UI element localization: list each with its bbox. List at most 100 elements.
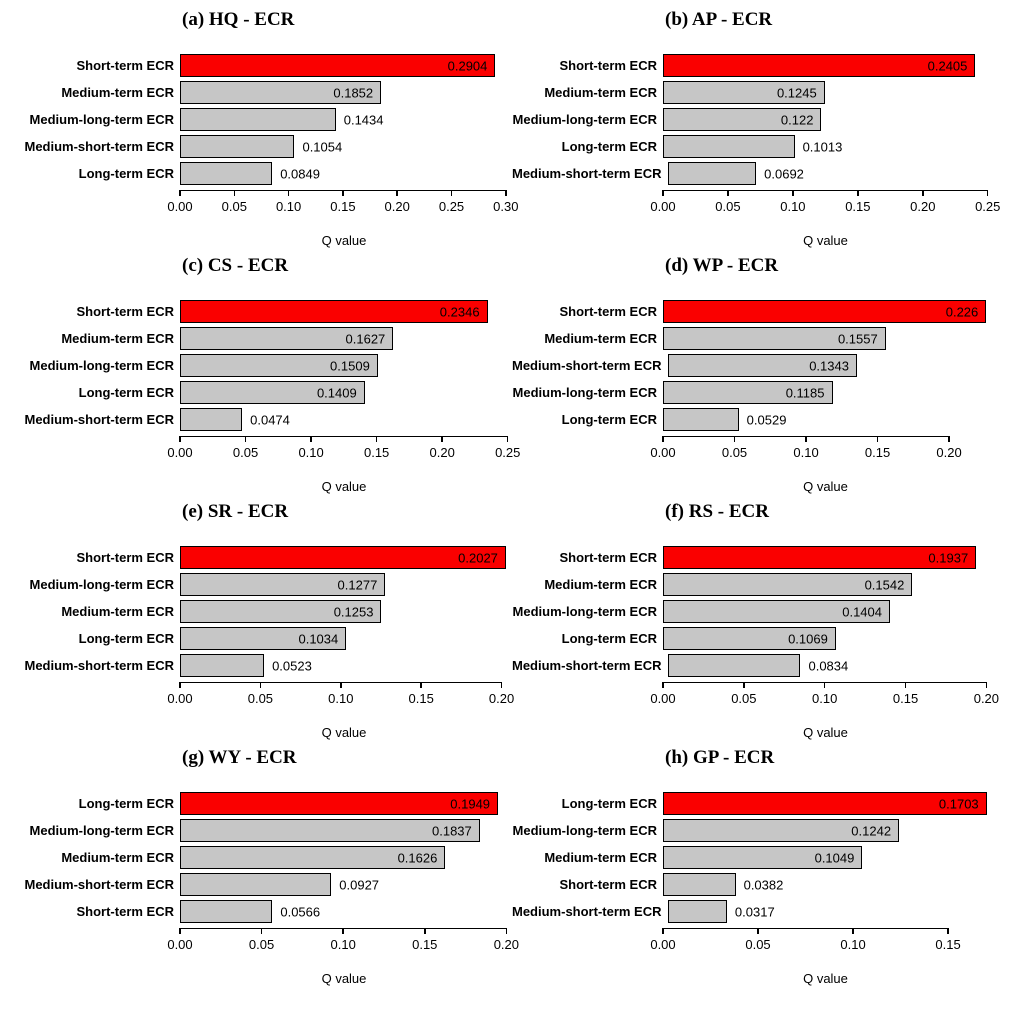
- category-label: Medium-long-term ECR: [0, 577, 180, 592]
- category-label-text: Medium-short-term ECR: [512, 904, 662, 919]
- category-label-text: Medium-short-term ECR: [512, 166, 662, 181]
- x-axis-tick: [922, 190, 924, 196]
- x-axis-tick-label: 0.20: [429, 445, 455, 460]
- x-axis-title-area: Q value: [663, 233, 988, 248]
- x-axis: 0.00 0.05 0.10 0.15 0.20 0.25: [0, 436, 520, 472]
- panel-c: (c) CS - ECR Short-term ECR 0.2346 Medium-t…: [0, 246, 520, 494]
- x-axis-title: Q value: [803, 233, 848, 248]
- category-label: Medium-term ECR: [512, 331, 663, 346]
- category-label-text: Medium-long-term ECR: [29, 358, 174, 373]
- category-label: Medium-short-term ECR: [0, 877, 180, 892]
- x-axis-tick-label: 0.15: [892, 691, 919, 706]
- bar-row-short-term-ecr: Short-term ECR 0.2904: [0, 54, 512, 77]
- x-axis-tick-label: 0.05: [715, 199, 741, 214]
- category-label: Medium-term ECR: [0, 331, 180, 346]
- axis-spacer: [0, 190, 180, 226]
- value-label: 0.0317: [734, 904, 775, 919]
- bar-row-medium-long-term-ecr: Medium-long-term ECR 0.1434: [0, 108, 512, 131]
- bar: 0.1069: [663, 627, 836, 650]
- bar: [663, 408, 739, 431]
- bar: 0.1837: [180, 819, 480, 842]
- value-label: 0.1557: [837, 331, 878, 346]
- axis-spacer: [0, 436, 180, 472]
- category-label-text: Medium-long-term ECR: [512, 112, 657, 127]
- category-label: Medium-long-term ECR: [512, 112, 663, 127]
- bar-row-medium-term-ecr: Medium-term ECR 0.1626: [0, 846, 512, 869]
- category-label-text: Long-term ECR: [78, 166, 174, 181]
- bar-row-medium-term-ecr: Medium-term ECR 0.1253: [0, 600, 512, 623]
- panel-title-g: (g) WY - ECR: [182, 747, 297, 768]
- bar-area: 0.1627: [180, 327, 508, 350]
- category-label: Medium-term ECR: [512, 850, 663, 865]
- x-axis-tick-label: 0.05: [248, 937, 275, 952]
- axis-spacer: [512, 436, 663, 472]
- bar-area: 0.2346: [180, 300, 508, 323]
- category-label: Long-term ECR: [512, 412, 663, 427]
- bar-area: 0.0317: [667, 900, 988, 923]
- x-axis-tick-label: 0.05: [247, 691, 274, 706]
- bar: 0.1277: [180, 573, 386, 596]
- x-axis-tick: [441, 436, 443, 442]
- x-axis-tick-label: 0.00: [650, 937, 676, 952]
- category-label-text: Medium-short-term ECR: [24, 139, 174, 154]
- x-axis-area: 0.00 0.05 0.10 0.15 0.20: [650, 436, 988, 472]
- bar-area: 0.1343: [667, 354, 988, 377]
- bar-row-short-term-ecr: Short-term ECR 0.2346: [0, 300, 512, 323]
- x-axis-title-row: Q value: [0, 971, 512, 986]
- category-label: Medium-long-term ECR: [512, 604, 663, 619]
- value-label: 0.1253: [333, 604, 374, 619]
- value-label: 0.0523: [272, 658, 312, 673]
- x-axis-title-area: Q value: [663, 971, 988, 986]
- panel-h: (h) GP - ECR Long-term ECR 0.1703 Medium-lo…: [512, 738, 1024, 1016]
- bar-area: 0.1937: [663, 546, 988, 569]
- bar-area: 0.1557: [663, 327, 988, 350]
- bar-area: 0.0523: [180, 654, 508, 677]
- bar: 0.1245: [663, 81, 825, 104]
- x-axis-tick: [505, 928, 508, 934]
- x-axis-title-area: Q value: [180, 725, 508, 740]
- bar-row-medium-long-term-ecr: Medium-long-term ECR 0.1185: [512, 381, 1024, 404]
- value-label: 0.0927: [339, 877, 380, 892]
- axis-spacer: [512, 971, 663, 986]
- category-label-text: Medium-term ECR: [61, 604, 174, 619]
- x-axis-title-area: Q value: [180, 479, 508, 494]
- bar-row-medium-short-term-ecr: Medium-short-term ECR 0.0692: [512, 162, 1024, 185]
- bar-area: 0.1034: [180, 627, 508, 650]
- category-label-text: Long-term ECR: [561, 139, 657, 154]
- bar-row-medium-term-ecr: Medium-term ECR 0.1852: [0, 81, 512, 104]
- category-label: Short-term ECR: [512, 58, 663, 73]
- x-axis-tick: [342, 190, 344, 196]
- x-axis-tick: [662, 190, 664, 196]
- x-axis-tick: [179, 928, 181, 934]
- category-label-text: Medium-term ECR: [61, 85, 174, 100]
- bar: 0.1404: [663, 600, 890, 623]
- x-axis-tick: [233, 190, 236, 196]
- x-axis-tick: [948, 436, 950, 442]
- x-axis-tick-label: 0.10: [840, 937, 866, 952]
- category-label: Long-term ECR: [0, 166, 180, 181]
- value-label: 0.1509: [330, 358, 370, 373]
- highlighted-bar: 0.2405: [663, 54, 976, 77]
- panel-title-a: (a) HQ - ECR: [182, 9, 295, 30]
- bar-row-short-term-ecr: Short-term ECR 0.0566: [0, 900, 512, 923]
- panel-e: (e) SR - ECR Short-term ECR 0.2027 Medium-l…: [0, 492, 514, 740]
- bar-area: 0.226: [663, 300, 988, 323]
- x-axis-tick-label: 0.10: [812, 691, 838, 706]
- category-label-text: Medium-short-term ECR: [24, 658, 174, 673]
- category-label: Short-term ECR: [0, 550, 180, 565]
- value-label: 0.0692: [764, 166, 804, 181]
- x-axis-tick-label: 0.25: [438, 199, 465, 214]
- category-label: Medium-long-term ECR: [512, 823, 663, 838]
- x-axis-title: Q value: [321, 479, 367, 494]
- bar-area: 0.1626: [180, 846, 508, 869]
- x-axis-tick-label: 0.10: [298, 445, 324, 460]
- bar-area: 0.1949: [180, 792, 508, 815]
- x-axis-tick: [424, 928, 426, 934]
- x-axis-title-row: Q value: [0, 233, 512, 248]
- category-label-text: Long-term ECR: [561, 796, 657, 811]
- x-axis-area: 0.00 0.05 0.10 0.15 0.20: [167, 928, 519, 964]
- bar-area: 0.0474: [180, 408, 508, 431]
- x-axis-tick-label: 0.05: [221, 199, 247, 214]
- bar-row-medium-long-term-ecr: Medium-long-term ECR 0.1277: [0, 573, 512, 596]
- category-label-text: Short-term ECR: [559, 550, 657, 565]
